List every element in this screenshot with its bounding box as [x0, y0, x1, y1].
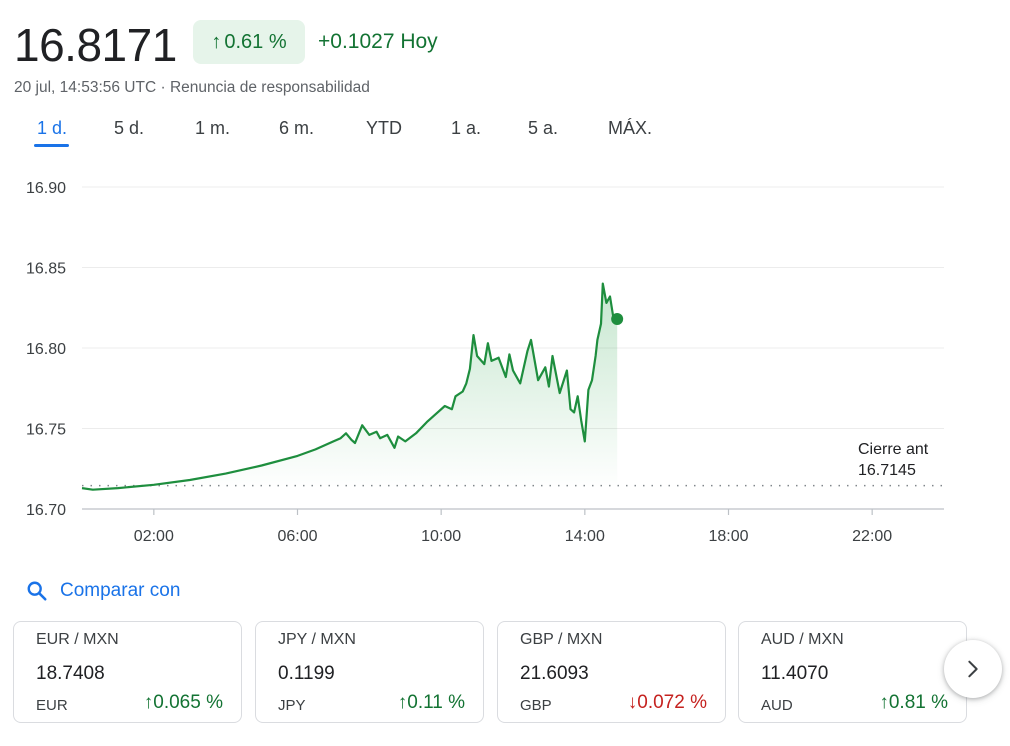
change-today: +0.1027 Hoy [318, 30, 438, 53]
card-base: GBP [520, 697, 552, 714]
card-change: ↑0.81 % [879, 692, 948, 714]
x-tick-label: 10:00 [421, 528, 461, 545]
current-price: 16.8171 [14, 19, 177, 71]
tab-6m[interactable]: 6 m. [279, 118, 315, 138]
arrow-up-icon: ↑ [397, 692, 408, 713]
tab-5d[interactable]: 5 d. [114, 118, 145, 138]
x-tick-label: 02:00 [134, 528, 174, 545]
card-value: 21.6093 [520, 663, 589, 684]
card-value: 18.7408 [36, 663, 105, 684]
arrow-up-icon: ↑ [143, 692, 154, 713]
card-value: 11.4070 [761, 663, 829, 684]
card-change-value: 0.065 % [153, 692, 223, 713]
card-change: ↑0.065 % [144, 692, 223, 714]
currency-card-eur[interactable]: EUR / MXN 18.7408 EUR ↑0.065 % [13, 621, 242, 723]
card-base: JPY [278, 697, 306, 714]
change-percent-value: 0.61 % [224, 30, 287, 53]
y-tick-label: 16.75 [26, 422, 66, 439]
card-change-value: 0.072 % [637, 692, 707, 713]
previous-close-label: Cierre ant [858, 441, 929, 458]
x-tick-label: 22:00 [852, 528, 892, 545]
card-change: ↓0.072 % [628, 692, 707, 714]
chevron-right-icon [968, 660, 978, 678]
y-tick-label: 16.85 [26, 261, 66, 278]
y-tick-label: 16.80 [26, 341, 66, 358]
price-area [82, 283, 618, 490]
currency-card-gbp[interactable]: GBP / MXN 21.6093 GBP ↓0.072 % [497, 621, 726, 723]
last-price-dot[interactable] [611, 313, 624, 326]
x-tick-label: 14:00 [565, 528, 605, 545]
card-pair: AUD / MXN [761, 631, 844, 648]
arrow-up-icon: ↑ [879, 692, 889, 713]
currency-card-jpy[interactable]: JPY / MXN 0.1199 JPY ↑0.11 % [255, 621, 484, 723]
y-tick-label: 16.90 [26, 180, 66, 197]
active-tab-indicator [34, 144, 69, 147]
timestamp-disclaimer: 20 jul, 14:53:56 UTC · Renuncia de respo… [14, 79, 370, 96]
card-change-value: 0.81 % [888, 692, 948, 713]
tab-5y[interactable]: 5 a. [528, 118, 559, 138]
search-icon [27, 581, 47, 601]
previous-close-value: 16.7145 [858, 462, 916, 479]
card-pair: JPY / MXN [278, 631, 356, 648]
tab-ytd[interactable]: YTD [366, 118, 402, 138]
card-base: EUR [36, 697, 68, 714]
x-tick-label: 06:00 [277, 528, 317, 545]
card-pair: EUR / MXN [36, 631, 119, 648]
x-tick-label: 18:00 [708, 528, 748, 545]
card-base: AUD [761, 697, 793, 714]
tab-1m[interactable]: 1 m. [195, 118, 231, 138]
price-chart[interactable]: 16.90 16.85 16.80 16.75 16.70 02:00 06:00 10:0… [0, 160, 1010, 560]
tab-max[interactable]: MÁX. [608, 118, 653, 138]
change-percent-chip: ↑ 0.61 % [193, 20, 305, 64]
currency-card-aud[interactable]: AUD / MXN 11.4070 AUD ↑0.81 % [738, 621, 967, 723]
tab-1y[interactable]: 1 a. [451, 118, 482, 138]
arrow-down-icon: ↓ [627, 692, 638, 713]
price-line [81, 282, 618, 491]
tab-1d[interactable]: 1 d. [37, 118, 68, 138]
compare-button[interactable]: Comparar con [26, 576, 180, 606]
compare-label: Comparar con [60, 580, 181, 601]
card-change-value: 0.11 % [407, 692, 465, 713]
arrow-up-icon: ↑ [211, 30, 222, 53]
card-pair: GBP / MXN [520, 631, 603, 648]
card-change: ↑0.11 % [398, 692, 465, 714]
y-tick-label: 16.70 [26, 502, 66, 519]
card-value: 0.1199 [278, 663, 335, 684]
next-cards-button[interactable] [944, 640, 1002, 698]
